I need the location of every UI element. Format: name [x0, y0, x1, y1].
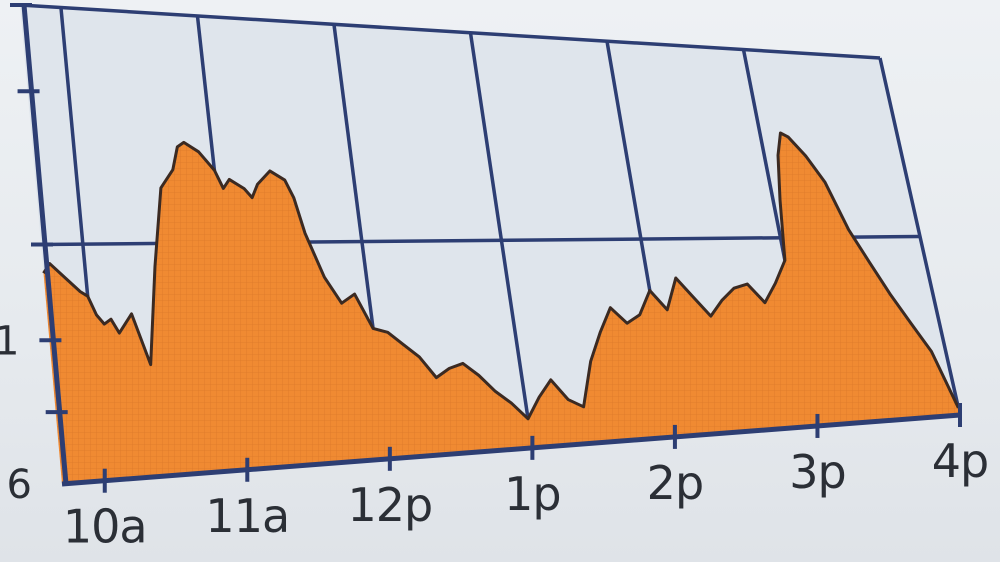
area-series-fill [43, 133, 960, 484]
plot-area [42, 131, 960, 484]
x-tick-label: 10a [63, 500, 147, 554]
area-series-line [42, 131, 960, 421]
x-tick-label: 2p [647, 456, 703, 510]
grid-line-horizontal [19, 3, 881, 60]
x-axis [61, 412, 961, 487]
tick-labels: 10a 11a 12p 1p 2p 3p 4p 6 1 [0, 318, 989, 554]
axes [10, 3, 962, 493]
x-tick-label: 12p [347, 478, 432, 532]
y-tick-label: 1 [0, 318, 19, 364]
x-tick-label: 4p [932, 434, 988, 488]
x-tick-label: 3p [789, 445, 845, 499]
y-tick-label: 6 [7, 462, 32, 508]
x-tick-label: 11a [205, 489, 289, 543]
x-tick-label: 1p [504, 467, 560, 521]
